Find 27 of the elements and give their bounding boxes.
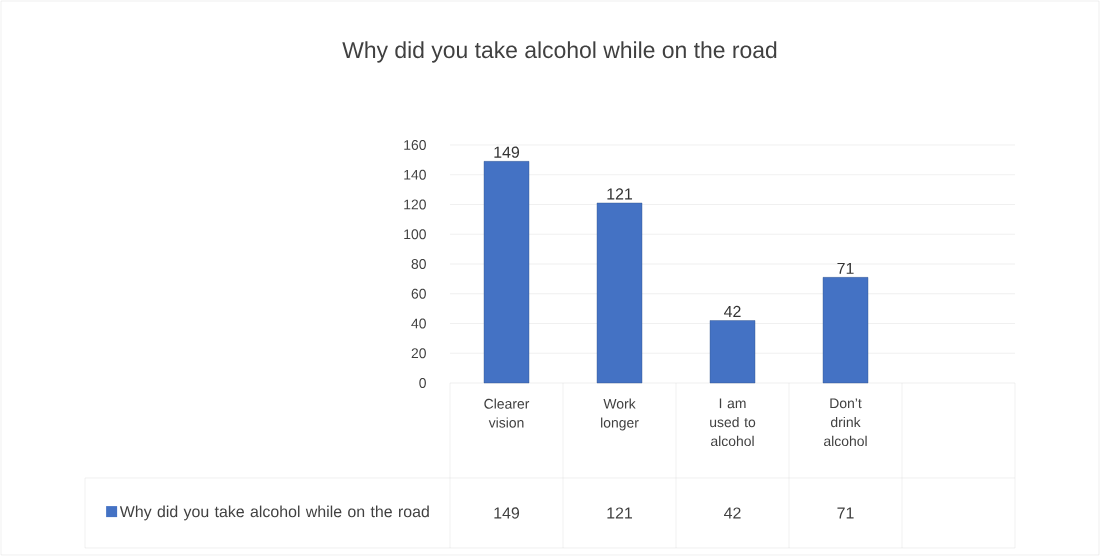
bar [822,277,869,384]
text: 121 [607,507,633,519]
data-label: 71 [837,262,854,274]
legend-label: Why did you take alcohol while on the road [119,505,429,521]
data-label: 42 [724,305,741,317]
bar [596,202,643,384]
y-tick-label: 20 [411,348,426,359]
data-label: 149 [494,146,520,158]
y-tick-label: 60 [411,288,426,299]
y-tick-label: 120 [404,199,426,210]
text: 71 [837,507,854,519]
bar [709,320,756,384]
chart-title: Why did you take alcohol while on the road [342,41,777,63]
x-tick-label: Clearer vision [484,398,530,428]
y-tick-label: 160 [404,140,426,150]
y-tick-label: 40 [411,318,426,329]
y-tick-label: 100 [404,229,426,240]
bar [483,161,530,384]
x-tick-label: Don’t drink alcohol [824,398,867,447]
y-tick-label: 140 [404,169,426,180]
y-tick-label: 80 [411,259,426,269]
data-label: 121 [607,188,633,200]
y-tick-label: 0 [419,378,426,388]
x-tick-label: Work longer [601,398,639,431]
x-tick-label: I am used to alcohol [710,398,756,447]
text: 42 [724,507,741,519]
text: 149 [494,507,520,519]
